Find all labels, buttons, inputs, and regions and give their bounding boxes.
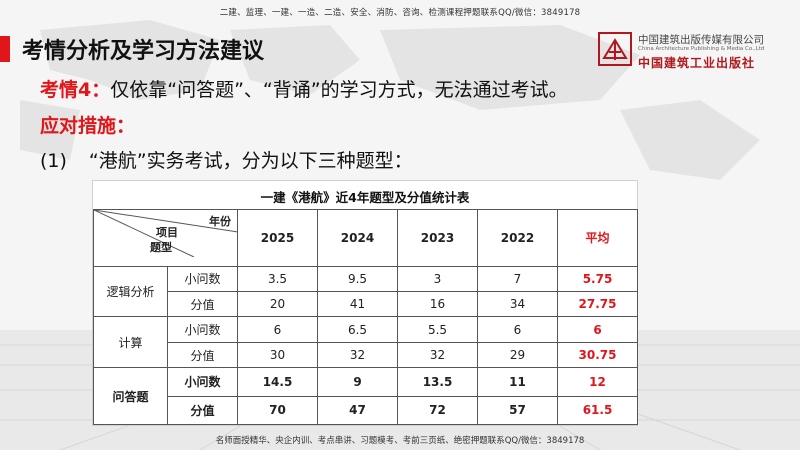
top-watermark-note: 二建、监理、一建、一造、二造、安全、消防、咨询、检测课程押题联系QQ/微信：38… [219,8,581,18]
corner-type-label: 题型 [150,241,172,254]
corner-year-label: 年份 [209,215,231,228]
value-cell: 32 [397,341,478,369]
table-row: 计算 小问数 6 6.5 5.5 6 6 [93,316,638,369]
row-label-cell: 分值 [167,291,238,318]
row-label-cell: 小问数 [167,367,238,397]
average-cell: 27.75 [557,291,638,318]
value-cell: 9 [317,367,398,397]
publisher-calligraphy: 中国建筑工业出版社 [638,56,756,70]
value-cell: 6 [237,316,318,343]
value-cell: 3 [397,265,478,293]
exam-situation-text: 仅依靠“问答题”、“背诵”的学习方式，无法通过考试。 [110,79,568,101]
year-header: 2023 [397,209,478,267]
value-cell: 30 [237,341,318,369]
publisher-name-cn: 中国建筑出版传媒有限公司 [638,34,764,46]
title-accent-bar [0,36,10,62]
average-cell: 30.75 [557,341,638,369]
table-row: 分值 20 41 16 34 27.75 [94,291,638,318]
exam-situation-prefix: 考情4： [40,79,111,101]
year-header: 2025 [237,209,318,267]
table-caption: 一建《港航》近4年题型及分值统计表 [260,190,470,205]
publisher-logo-icon [598,32,632,66]
bottom-watermark-note: 名师面授精华、央企内训、考点串讲、习题模考、考前三页纸、绝密押题联系QQ/微信：… [215,436,585,446]
value-cell: 5.5 [397,316,478,343]
value-cell: 72 [397,395,478,426]
group-name-cell: 计算 [93,316,168,369]
value-cell: 29 [477,341,558,369]
value-cell: 11 [477,367,558,397]
year-header: 2022 [477,209,558,267]
row-label-cell: 小问数 [167,265,238,293]
value-cell: 32 [317,341,398,369]
value-cell: 14.5 [237,367,318,397]
table-row: 逻辑分析 小问数 3.5 9.5 3 7 5.75 [93,265,638,318]
value-cell: 57 [477,395,558,426]
row-label-cell: 分值 [167,341,238,369]
row-label-cell: 分值 [167,395,238,426]
average-cell: 61.5 [557,395,638,426]
value-cell: 20 [237,291,318,318]
page-title: 考情分析及学习方法建议 [22,39,265,64]
value-cell: 41 [317,291,398,318]
point-1-line: (1) “港航”实务考试，分为以下三种题型： [40,146,413,173]
value-cell: 3.5 [237,265,318,293]
exam-situation-line: 考情4：仅依靠“问答题”、“背诵”的学习方式，无法通过考试。 [40,75,568,102]
table-header-row: 年份 项目 题型 2025 2024 2023 2022 平均 [93,209,638,267]
value-cell: 47 [317,395,398,426]
corner-header-cell: 年份 项目 题型 [93,209,238,267]
average-cell: 12 [557,367,638,397]
average-header: 平均 [557,209,638,267]
value-cell: 70 [237,395,318,426]
stats-table-panel: 一建《港航》近4年题型及分值统计表 年份 项目 题型 2025 2024 202… [92,180,638,426]
value-cell: 6 [477,316,558,343]
year-header: 2024 [317,209,398,267]
table-row: 分值 30 32 32 29 30.75 [94,341,638,369]
table-row: 分值 70 47 72 57 61.5 [94,395,638,426]
corner-item-label: 项目 [156,226,178,239]
value-cell: 7 [477,265,558,293]
publisher-logo: 中国建筑出版传媒有限公司 China Architecture Publishi… [598,30,798,70]
point-1-text: “港航”实务考试，分为以下三种题型： [88,150,413,172]
value-cell: 13.5 [397,367,478,397]
group-name-cell: 逻辑分析 [93,265,168,318]
row-label-cell: 小问数 [167,316,238,343]
table-row: 问答题 小问数 14.5 9 13.5 11 12 [93,367,638,425]
stats-table: 年份 项目 题型 2025 2024 2023 2022 平均 逻辑分析 小问数… [93,209,638,426]
average-cell: 5.75 [557,265,638,293]
value-cell: 6.5 [317,316,398,343]
publisher-name-en: China Architecture Publishing & Media Co… [638,46,765,52]
average-cell: 6 [557,316,638,343]
value-cell: 9.5 [317,265,398,293]
diagonal-lines [94,210,238,257]
value-cell: 34 [477,291,558,318]
value-cell: 16 [397,291,478,318]
point-1-number: (1) [40,150,67,172]
countermeasure-heading: 应对措施： [40,115,136,137]
group-name-cell: 问答题 [93,367,168,425]
